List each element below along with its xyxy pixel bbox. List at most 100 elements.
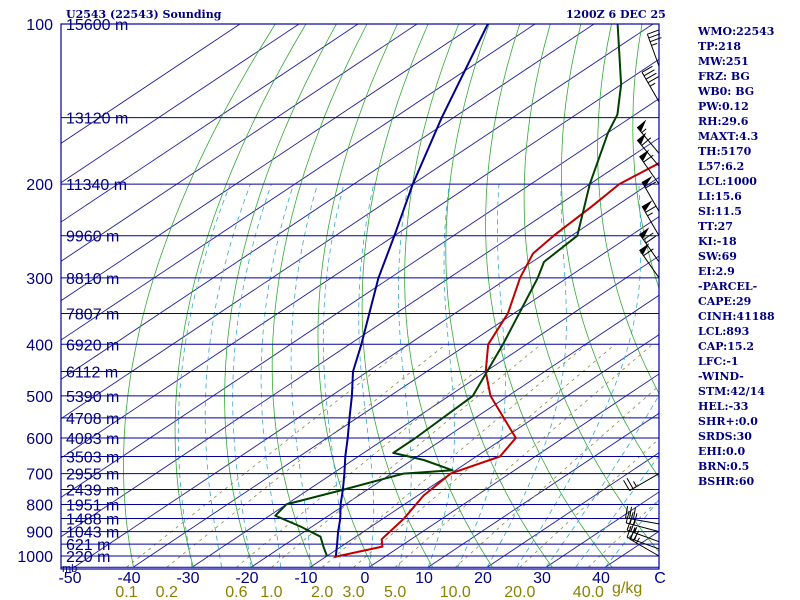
wind-barb <box>625 511 660 533</box>
temperature-tick-label: 10 <box>415 570 433 587</box>
sounding-time: 1200Z 6 DEC 25 <box>566 8 666 21</box>
moist-adiabat-lines <box>177 183 659 568</box>
stat-item: TH:5170 <box>698 145 752 158</box>
temperature-tick-label: 30 <box>533 570 551 587</box>
wind-barb-flag <box>623 479 630 491</box>
stat-item: HEL:-33 <box>698 400 749 413</box>
isotherm-line <box>73 176 659 568</box>
wind-barbs <box>623 29 662 557</box>
wind-barb-flag <box>643 248 654 257</box>
wind-barb <box>639 243 660 279</box>
isotherm-line <box>61 98 659 498</box>
wind-barb <box>623 473 660 492</box>
pressure-tick-label: 100 <box>26 17 53 34</box>
stat-item: FRZ: BG <box>698 70 750 83</box>
moist-adiabat <box>427 184 455 568</box>
height-label: 5390 m <box>66 389 119 406</box>
moist-adiabat <box>516 184 642 568</box>
mixing-ratio-tick-label: 10.0 <box>440 584 471 600</box>
mixing-ratio-tick-label: 2.0 <box>311 584 333 600</box>
stat-item: WMO:22543 <box>698 25 775 38</box>
temperature-tick-label: -40 <box>117 570 140 587</box>
stat-item: BRN:0.5 <box>698 460 750 473</box>
height-label: 7807 m <box>66 306 119 323</box>
dry-adiabat <box>174 24 307 568</box>
pressure-tick-label: 800 <box>26 497 53 514</box>
mixing-ratio-tick-label: 3.0 <box>342 584 364 600</box>
wind-barb <box>641 65 660 102</box>
temperature-tick-label: -20 <box>235 570 258 587</box>
mixing-ratio-line <box>455 385 659 568</box>
moist-adiabat <box>322 184 345 568</box>
height-label: 2439 m <box>66 483 119 500</box>
stat-item: SI:11.5 <box>698 205 742 218</box>
stat-item: WB0: BG <box>698 85 755 98</box>
wind-barb-flag <box>645 235 656 244</box>
wind-barb-flag <box>625 506 629 519</box>
wind-barb-flag <box>645 181 657 189</box>
pressure-unit-label: mb <box>62 563 77 575</box>
dry-adiabat <box>485 24 613 568</box>
height-label: 220 m <box>66 549 110 566</box>
mixing-ratio-line <box>166 343 447 568</box>
temperature-tick-label: -30 <box>176 570 199 587</box>
sounding-profiles <box>274 24 659 559</box>
wind-barb-flag <box>641 137 652 146</box>
wind-barb-flag <box>643 69 655 77</box>
stat-item: BSHR:60 <box>698 475 755 488</box>
wind-barb-staff <box>641 72 660 102</box>
temperature-tick-label: 0 <box>361 570 370 587</box>
isobar-lines <box>61 24 659 568</box>
wind-barb-flag <box>630 527 636 539</box>
pressure-tick-label: 400 <box>26 337 53 354</box>
wind-barb-staff <box>629 538 660 557</box>
mixing-ratio-line <box>321 343 588 568</box>
wind-barb-staff <box>626 522 660 533</box>
mixing-ratio-tick-label: 0.1 <box>115 584 137 600</box>
wind-barb-flag <box>648 33 661 39</box>
stat-item: SHR+:0.0 <box>698 415 758 428</box>
mixing-ratio-line <box>519 438 659 568</box>
wind-barb <box>639 227 660 263</box>
isotherm-line <box>61 24 241 144</box>
station-title: U2543 (22543) Sounding <box>66 8 222 21</box>
stat-item: LI:15.6 <box>698 190 742 203</box>
pressure-tick-label: 700 <box>26 467 53 484</box>
height-label: 1043 m <box>66 525 119 542</box>
temperature-axis: -50 -40 -30 -20 -10 0 10 20 30 40 C <box>58 570 665 587</box>
stats-panel: WMO:22543 TP:218 MW:251 FRZ: BG WB0: BG PW:0.… <box>698 24 775 489</box>
wind-barb <box>646 29 662 67</box>
stat-item: EHI:0.0 <box>698 445 746 458</box>
moist-adiabat <box>260 183 294 568</box>
stat-item: KI:-18 <box>698 235 737 248</box>
mixing-ratio-tick-label: 20.0 <box>504 584 535 600</box>
wind-barb-pennant <box>642 175 653 188</box>
isotherm-line <box>61 24 595 380</box>
pressure-tick-label: 900 <box>26 525 53 542</box>
isotherm-line <box>61 24 359 223</box>
wind-barb-flag <box>632 507 636 520</box>
moist-adiabat <box>232 183 272 568</box>
parcel-profile <box>334 24 489 557</box>
pressure-tick-label: 300 <box>26 271 53 288</box>
stat-item: CAPE:29 <box>698 295 752 308</box>
wind-barb <box>626 525 660 550</box>
wind-barb <box>641 200 660 236</box>
pressure-tick-label: 1000 <box>17 549 53 566</box>
isotherm-line <box>368 373 659 568</box>
moist-adiabat <box>177 183 231 568</box>
wind-barb-staff <box>629 473 660 492</box>
stat-item: -WIND- <box>698 370 744 383</box>
wind-barb-flag <box>625 511 630 523</box>
wind-barb-flag <box>628 506 633 519</box>
height-label: 1951 m <box>66 497 119 514</box>
dry-adiabat <box>123 24 276 568</box>
wind-barb-flag <box>647 29 659 35</box>
temperature-tick-label: 20 <box>474 570 492 587</box>
isotherm-line <box>191 255 659 568</box>
isotherm-line <box>486 452 659 568</box>
wind-barb-flag <box>647 76 659 84</box>
wind-barb-flag <box>633 513 638 526</box>
wind-barb-half <box>641 128 647 133</box>
